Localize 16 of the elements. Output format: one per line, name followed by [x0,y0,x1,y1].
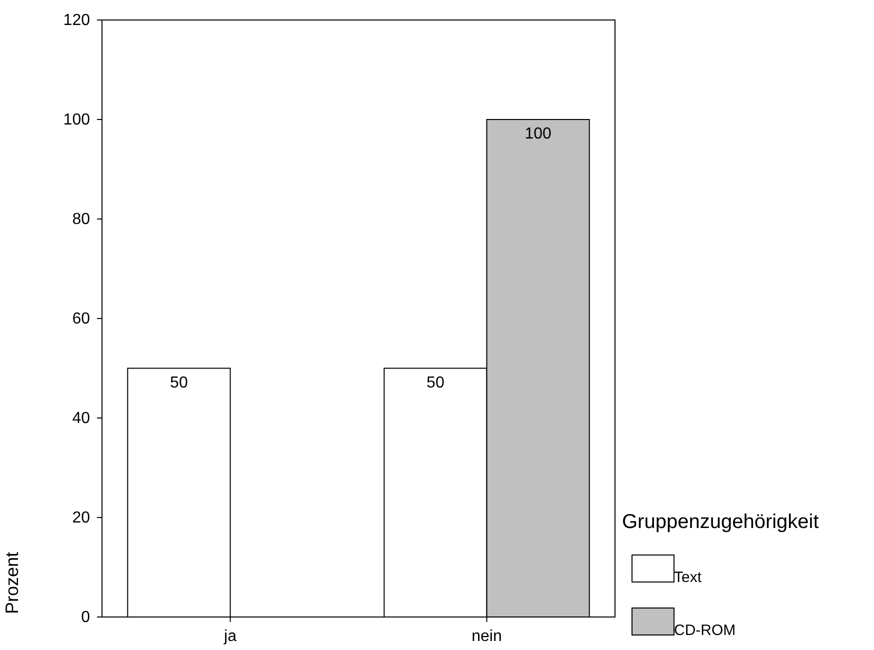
y-tick-label: 60 [72,310,90,328]
y-tick-label: 40 [72,410,90,427]
y-tick-label: 100 [63,112,90,128]
y-tick-label: 120 [63,12,90,29]
data-label: 50 [426,374,444,392]
data-label: 50 [170,374,188,392]
legend-title: Gruppenzugehörigkeit [622,511,820,533]
x-tick-label: ja [223,628,237,645]
y-axis-title: Prozent [2,552,22,614]
legend-label: Text [674,569,702,586]
y-tick-label: 80 [72,211,90,228]
y-tick-label: 0 [81,609,90,626]
data-label: 100 [524,126,552,142]
legend-label: CD-ROM [674,622,736,639]
x-tick-label: nein [472,628,502,645]
y-tick-label: 20 [72,510,90,526]
